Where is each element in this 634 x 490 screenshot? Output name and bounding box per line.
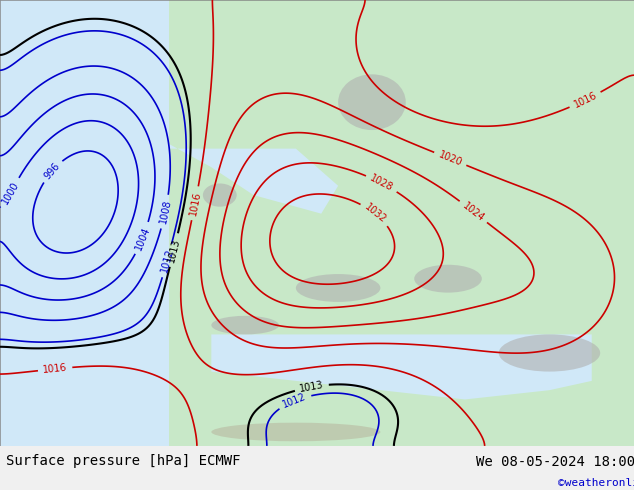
Text: 1020: 1020 bbox=[437, 149, 463, 168]
Ellipse shape bbox=[414, 265, 482, 293]
Text: We 08-05-2024 18:00 UTC (00+162): We 08-05-2024 18:00 UTC (00+162) bbox=[476, 454, 634, 468]
Text: 1012: 1012 bbox=[159, 247, 175, 274]
Polygon shape bbox=[211, 335, 592, 399]
Text: 1013: 1013 bbox=[166, 237, 181, 263]
Text: 1016: 1016 bbox=[42, 363, 68, 375]
Text: 1012: 1012 bbox=[281, 392, 308, 410]
Ellipse shape bbox=[296, 274, 380, 302]
Ellipse shape bbox=[211, 423, 380, 441]
Bar bbox=[0, 0, 169, 446]
Text: 1028: 1028 bbox=[368, 173, 395, 194]
Ellipse shape bbox=[338, 74, 406, 130]
Ellipse shape bbox=[499, 335, 600, 371]
Text: 1016: 1016 bbox=[188, 190, 202, 216]
Ellipse shape bbox=[211, 316, 279, 335]
Text: 1000: 1000 bbox=[0, 180, 21, 206]
Ellipse shape bbox=[203, 183, 236, 207]
Text: 1032: 1032 bbox=[363, 202, 388, 225]
Text: ©weatheronline.co.uk: ©weatheronline.co.uk bbox=[558, 478, 634, 489]
Text: 996: 996 bbox=[42, 161, 62, 181]
Text: 1013: 1013 bbox=[299, 380, 325, 394]
Text: 1016: 1016 bbox=[572, 90, 598, 110]
Text: 1004: 1004 bbox=[133, 225, 152, 251]
Text: 1024: 1024 bbox=[461, 200, 486, 223]
Text: 1008: 1008 bbox=[158, 199, 172, 225]
Polygon shape bbox=[84, 121, 338, 214]
Text: Surface pressure [hPa] ECMWF: Surface pressure [hPa] ECMWF bbox=[6, 454, 241, 468]
